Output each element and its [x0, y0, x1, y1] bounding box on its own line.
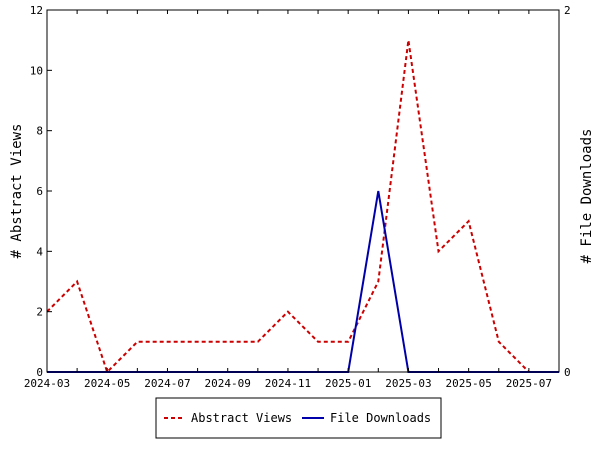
y-tick-label: 8	[36, 125, 43, 138]
x-tick-label: 2025-07	[506, 377, 552, 390]
legend: Abstract Views File Downloads	[155, 397, 442, 439]
legend-label-2: File Downloads	[330, 411, 431, 425]
x-tick-label: 2025-05	[445, 377, 491, 390]
y-tick-label: 10	[30, 64, 43, 77]
legend-label-1: Abstract Views	[191, 411, 292, 425]
series-line-1	[46, 40, 559, 374]
x-tick-label: 2024-11	[265, 377, 311, 390]
legend-box	[155, 397, 442, 439]
x-tick-label: 2024-09	[205, 377, 251, 390]
y-axis-title: # Abstract Views	[9, 124, 25, 259]
y-tick-label: 4	[36, 245, 43, 258]
x-tick-label: 2024-05	[84, 377, 130, 390]
y2-tick-label: 0	[564, 366, 571, 379]
y-tick-label: 0	[36, 366, 43, 379]
y-tick-label: 12	[30, 4, 43, 17]
x-tick-label: 2025-01	[325, 377, 371, 390]
y2-axis-title: # File Downloads	[579, 129, 595, 264]
x-tick-label: 2025-03	[385, 377, 431, 390]
y2-tick-label: 2	[564, 4, 571, 17]
y-tick-label: 2	[36, 306, 43, 319]
x-tick-label: 2024-07	[144, 377, 190, 390]
x-tick-label: 2024-03	[24, 377, 70, 390]
y-tick-label: 6	[36, 185, 43, 198]
axes: 2024-03 2024-05 2024-07 2024-09 2024-11 2025-…	[24, 4, 571, 390]
